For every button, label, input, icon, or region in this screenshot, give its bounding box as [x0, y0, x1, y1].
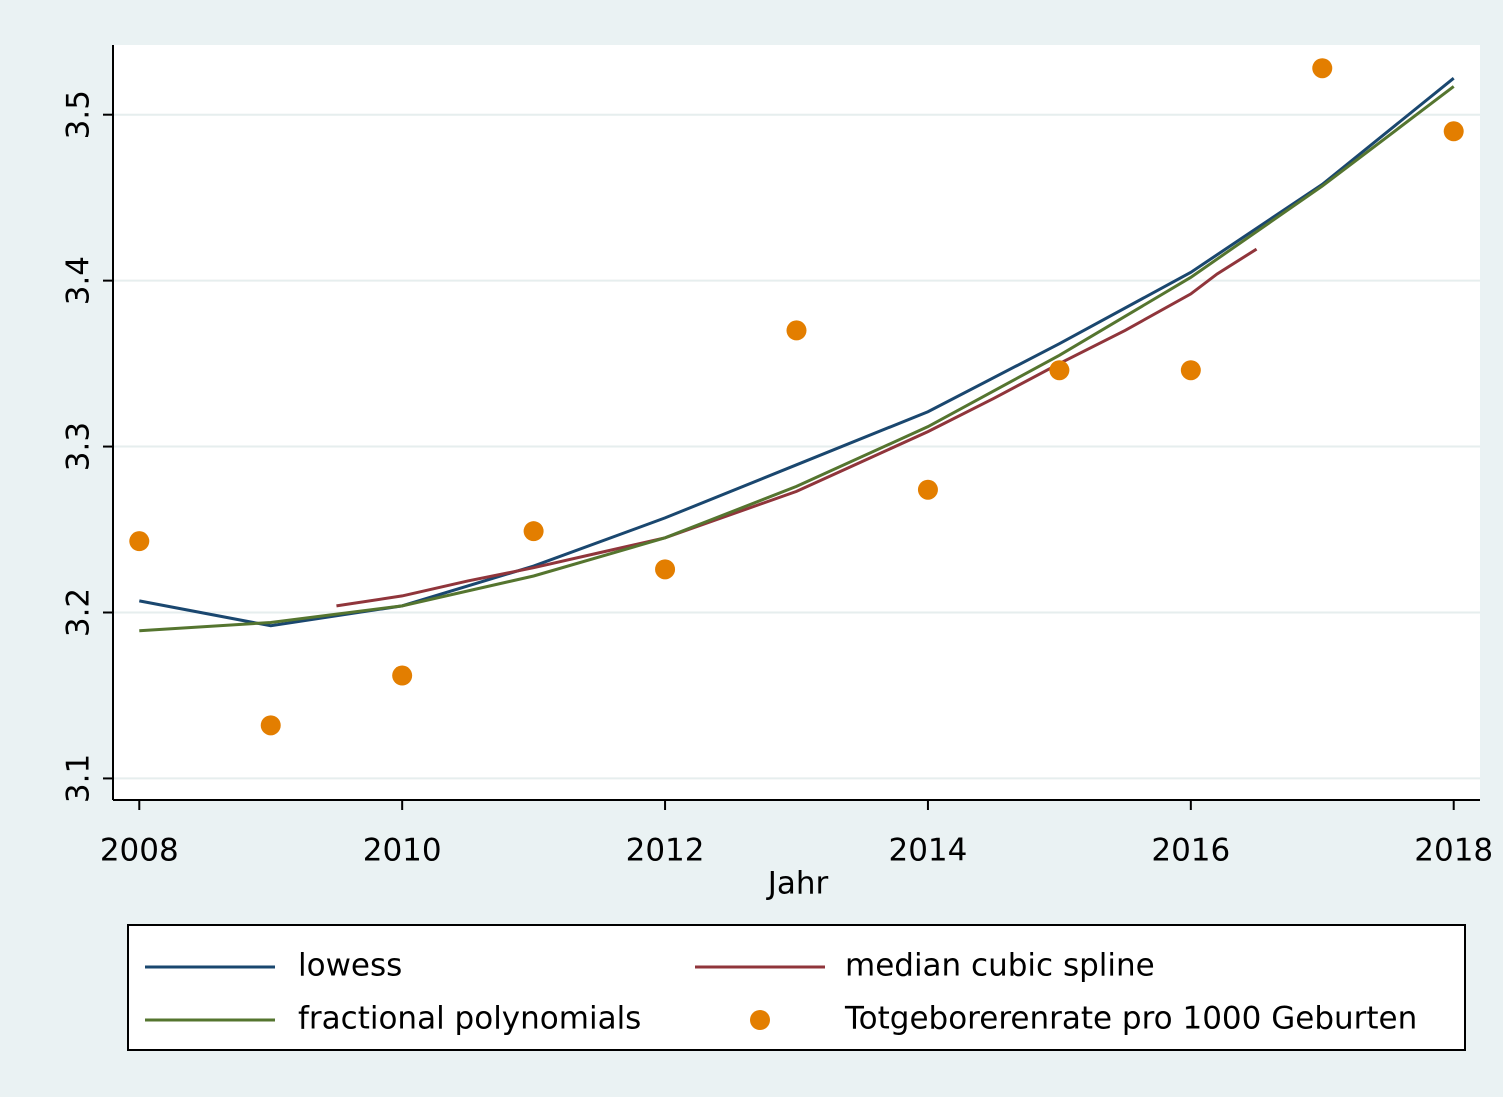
- data-point: [1312, 58, 1333, 79]
- data-point: [523, 521, 544, 542]
- legend-box: [127, 924, 1466, 1051]
- legend-label: Totgeborerenrate pro 1000 Geburten: [844, 1001, 1417, 1037]
- data-point: [129, 531, 150, 552]
- y-tick-label: 3.4: [61, 256, 97, 305]
- y-tick-label: 3.1: [61, 754, 97, 803]
- x-axis-title: Jahr: [766, 866, 829, 902]
- data-point: [655, 559, 676, 580]
- y-tick-label: 3.2: [61, 588, 97, 637]
- x-tick-label: 2016: [1151, 833, 1230, 869]
- series-line: [336, 247, 1258, 608]
- data-point: [1049, 360, 1070, 381]
- x-tick-label: 2012: [626, 833, 705, 869]
- legend-label: fractional polynomials: [298, 1001, 641, 1037]
- y-tick-label: 3.5: [61, 90, 97, 139]
- legend-marker: [750, 1010, 770, 1030]
- data-point: [917, 479, 938, 500]
- data-point: [260, 715, 281, 736]
- x-tick-label: 2014: [888, 833, 967, 869]
- legend-label: lowess: [298, 948, 402, 984]
- y-tick-label: 3.3: [61, 422, 97, 471]
- series-line: [139, 85, 1455, 633]
- data-point: [392, 665, 413, 686]
- data-point: [1443, 121, 1464, 142]
- data-point: [1180, 360, 1201, 381]
- data-point: [786, 320, 807, 341]
- legend-label: median cubic spline: [845, 948, 1155, 984]
- x-tick-label: 2008: [100, 833, 179, 869]
- plot-area: [113, 45, 1480, 800]
- x-tick-label: 2010: [363, 833, 442, 869]
- x-tick-label: 2018: [1414, 833, 1493, 869]
